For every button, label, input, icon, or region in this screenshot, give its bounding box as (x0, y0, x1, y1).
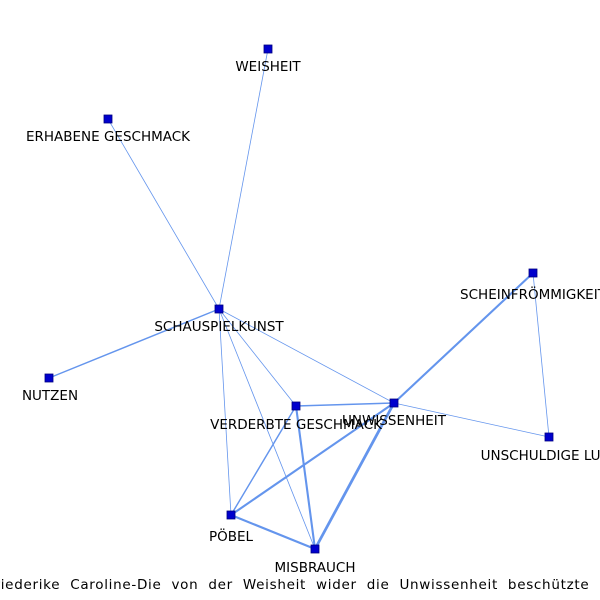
node-label-poebel: PÖBEL (209, 527, 254, 545)
edge-schauspielkunst-misbrauch (218, 308, 316, 550)
node-nutzen[interactable]: NUTZEN (22, 373, 78, 404)
node-label-misbrauch: MISBRAUCH (275, 560, 356, 576)
node-marker[interactable] (226, 510, 236, 520)
node-label-unschuldige: UNSCHULDIGE LUST (481, 448, 600, 464)
node-unwissenheit[interactable]: UNWISSENHEIT (342, 398, 447, 429)
node-label-unwissenheit: UNWISSENHEIT (342, 413, 447, 429)
graph-caption: Friederike Caroline-Die von der Weisheit… (0, 577, 600, 597)
node-label-schauspielkunst: SCHAUSPIELKUNST (154, 319, 284, 335)
node-marker[interactable] (528, 268, 538, 278)
node-label-verderbte: VERDERBTE GESCHMACK (210, 417, 383, 433)
edge-scheinfroemmigkeit-unwissenheit (392, 271, 535, 405)
edge-schauspielkunst-erhabene (107, 118, 220, 310)
node-erhabene[interactable]: ERHABENE GESCHMACK (26, 114, 191, 145)
node-marker[interactable] (389, 398, 399, 408)
edge-schauspielkunst-poebel (218, 308, 232, 516)
node-weisheit[interactable]: WEISHEIT (235, 44, 301, 75)
node-marker[interactable] (44, 373, 54, 383)
edge-schauspielkunst-verderbte (218, 308, 297, 407)
edge-verderbte-misbrauch (294, 404, 317, 551)
edge-unwissenheit-verderbte (295, 402, 395, 407)
node-unschuldige[interactable]: UNSCHULDIGE LUST (481, 432, 600, 464)
edge-unwissenheit-unschuldige (393, 402, 550, 438)
node-marker[interactable] (214, 304, 224, 314)
caption-text: Friederike Caroline-Die von der Weisheit… (0, 577, 600, 593)
node-label-scheinfroemmigkeit: SCHEINFRÖMMIGKEIT (460, 285, 600, 303)
node-verderbte[interactable]: VERDERBTE GESCHMACK (210, 401, 383, 433)
edge-unwissenheit-misbrauch (313, 401, 396, 551)
edge-verderbte-poebel (230, 405, 297, 516)
node-poebel[interactable]: PÖBEL (209, 510, 254, 545)
edge-layer (48, 48, 550, 551)
node-scheinfroemmigkeit[interactable]: SCHEINFRÖMMIGKEIT (460, 268, 600, 303)
node-marker[interactable] (291, 401, 301, 411)
node-marker[interactable] (544, 432, 554, 442)
edge-poebel-misbrauch (229, 513, 317, 551)
node-label-nutzen: NUTZEN (22, 388, 78, 404)
node-misbrauch[interactable]: MISBRAUCH (275, 544, 356, 576)
node-marker[interactable] (310, 544, 320, 554)
node-label-weisheit: WEISHEIT (235, 59, 301, 75)
edge-scheinfroemmigkeit-unschuldige (532, 272, 550, 438)
node-layer: WEISHEIT ERHABENE GESCHMACK SCHAUSPIELKUNS… (22, 44, 600, 576)
node-label-erhabene: ERHABENE GESCHMACK (26, 129, 191, 145)
edge-schauspielkunst-nutzen (48, 308, 220, 379)
node-schauspielkunst[interactable]: SCHAUSPIELKUNST (154, 304, 284, 335)
node-marker[interactable] (263, 44, 273, 54)
edge-unwissenheit-poebel (229, 401, 396, 517)
edge-schauspielkunst-unwissenheit (218, 308, 395, 404)
node-marker[interactable] (103, 114, 113, 124)
edge-schauspielkunst-weisheit (218, 48, 269, 310)
